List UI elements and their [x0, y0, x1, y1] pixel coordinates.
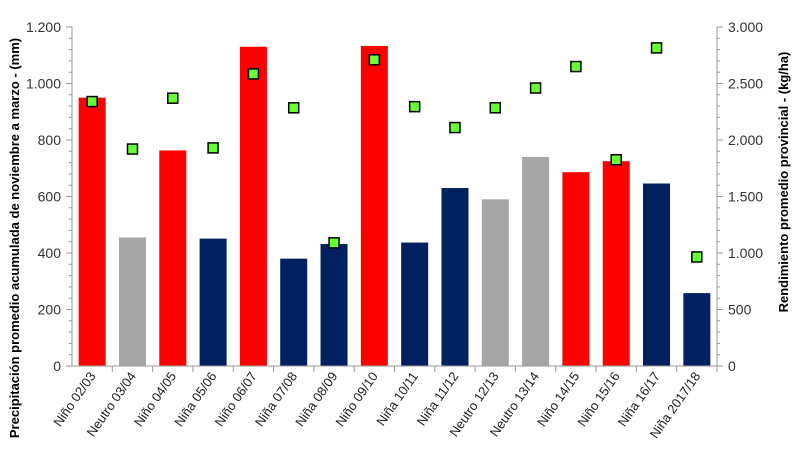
y2-tick-label: 500	[728, 302, 752, 318]
bar	[320, 243, 348, 366]
y2-tick-label: 0	[728, 358, 736, 374]
yield-marker	[529, 82, 542, 94]
y-tick-label: 400	[38, 245, 62, 261]
bar	[401, 242, 429, 366]
yield-marker	[247, 68, 260, 80]
bar	[239, 46, 267, 367]
yield-marker	[287, 102, 300, 114]
y2-tick-label: 3.000	[728, 19, 763, 35]
yield-marker	[328, 237, 340, 249]
y-axis-label: Precipitación promedio acumulada de novi…	[7, 38, 22, 438]
bar	[360, 45, 388, 367]
yield-marker	[489, 102, 502, 114]
bar	[602, 161, 630, 366]
y-tick-label: 1.000	[26, 76, 61, 92]
yield-marker	[691, 251, 703, 263]
y-tick-label: 600	[38, 189, 62, 205]
bar	[280, 258, 308, 366]
y2-tick-label: 2.500	[728, 76, 763, 92]
yield-marker	[570, 60, 582, 73]
y2-tick-label: 1.000	[728, 245, 763, 261]
y-tick-label: 800	[38, 132, 62, 148]
bar	[159, 150, 187, 366]
yield-marker	[167, 92, 179, 104]
yield-marker	[126, 143, 139, 155]
y-tick-label: 200	[38, 302, 62, 318]
bar	[199, 238, 227, 366]
yield-marker	[650, 42, 663, 54]
yield-marker	[207, 142, 219, 154]
bar	[522, 156, 550, 366]
bar	[683, 293, 711, 366]
yield-marker	[610, 154, 622, 166]
bar	[78, 97, 106, 366]
yield-marker	[368, 54, 381, 66]
y2-tick-label: 1.500	[728, 189, 763, 205]
y-tick-label: 0	[53, 358, 61, 374]
bar	[562, 172, 590, 366]
y2-tick-label: 2.000	[728, 132, 763, 148]
bar	[481, 199, 509, 366]
y2-axis-label: Rendimiento promedio provincial - (kg/ha…	[776, 52, 791, 313]
bar	[441, 188, 469, 366]
y-tick-label: 1.200	[26, 19, 61, 35]
yield-marker	[86, 95, 98, 108]
yield-marker	[408, 100, 421, 113]
bar	[643, 183, 671, 366]
bar	[118, 237, 146, 366]
yield-marker	[449, 121, 461, 134]
